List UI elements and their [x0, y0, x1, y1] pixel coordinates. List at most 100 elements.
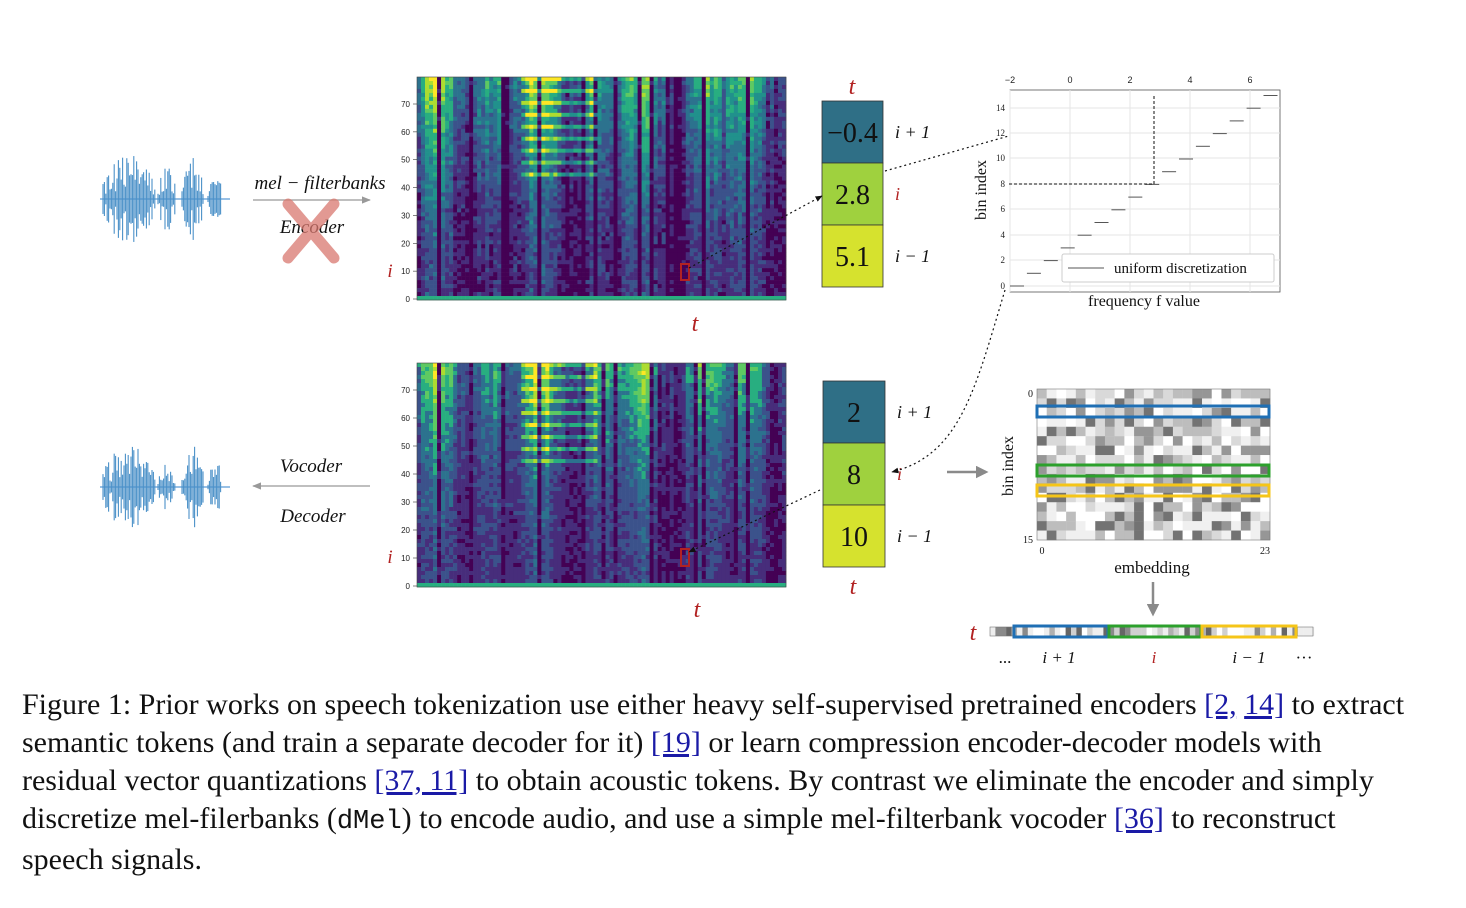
time-label-bottom-column: t — [850, 574, 858, 600]
figure-caption: Figure 1: Prior works on speech tokeniza… — [22, 686, 1422, 879]
token-value: −0.4 — [827, 118, 878, 149]
token-row-label: i − 1 — [895, 246, 930, 266]
embedding-x-tick-0: 0 — [1040, 546, 1045, 557]
highlight-row-i — [1035, 463, 1271, 478]
token-value: 5.1 — [835, 242, 870, 273]
token-value: 2.8 — [835, 180, 870, 211]
token-value: 10 — [840, 522, 868, 553]
waveform-bottom — [100, 446, 230, 528]
embedding-y-axis-label: bin index — [1000, 436, 1017, 496]
y-tick-label: 50 — [401, 442, 410, 451]
dotted-connectors — [688, 94, 1151, 553]
y-tick-label: 0 — [1001, 281, 1006, 291]
embedding-y-tick-0: 0 — [1028, 389, 1033, 400]
token-value: 8 — [847, 460, 861, 491]
y-tick-label: 20 — [401, 526, 410, 535]
waveform-top — [100, 156, 230, 242]
embedding-x-tick-23: 23 — [1260, 546, 1270, 557]
y-tick-label: 10 — [401, 554, 410, 563]
caption-text-6: to reconstruct speech signals. — [22, 802, 1336, 876]
discretization-steps — [1010, 95, 1278, 287]
time-axis-label: t — [692, 311, 700, 337]
embedding-x-axis-label: embedding — [1114, 558, 1190, 577]
token-cell — [822, 442, 886, 506]
y-tick-label: 50 — [401, 156, 410, 165]
y-tick-label: 4 — [1001, 230, 1006, 240]
plot-x-axis-label: frequency f value — [1088, 293, 1200, 310]
vocoder-arrow: Vocoder Decoder — [252, 456, 370, 527]
citation-link-19[interactable]: [19] — [650, 726, 701, 759]
caption-text-4: to obtain acoustic tokens. By contrast w… — [22, 764, 1374, 835]
encoder-arrow: mel − filterbanks Encoder — [253, 173, 386, 264]
caption-text-2: to extract semantic tokens (and train a … — [22, 688, 1405, 759]
y-tick-label: 10 — [401, 267, 410, 276]
token-row-label: i — [897, 464, 902, 484]
discretization-y-ticks: 14 12 10 8 6 4 2 0 — [996, 103, 1006, 291]
y-tick-label: 70 — [401, 100, 410, 109]
token-row-label: i — [895, 184, 900, 204]
discrete-token-column: 2 i + 1 8 i 10 i − 1 — [822, 380, 932, 568]
y-tick-label: 60 — [401, 128, 410, 137]
mel-filterbanks-label: mel − filterbanks — [254, 173, 385, 194]
sequence-ellipsis-right: ··· — [1296, 648, 1313, 667]
citation-link-2-14-b[interactable]: 14] — [1244, 688, 1285, 721]
plot-y-axis-label: bin index — [973, 160, 990, 220]
row-marker-i: i — [387, 547, 392, 568]
continuous-value-column: −0.4 i + 1 2.8 i 5.1 i − 1 — [821, 100, 930, 288]
caption-text-5: ) to encode audio, and use a simple mel-… — [401, 802, 1114, 835]
token-value: 2 — [847, 398, 861, 429]
sequence-ellipsis-left: ... — [999, 648, 1012, 667]
sequence-time-label: t — [970, 620, 978, 646]
caption-text-3: or learn compression encoder-decoder mod… — [22, 726, 1322, 797]
y-tick-label: 60 — [401, 414, 410, 423]
y-tick-label: 6 — [1001, 204, 1006, 214]
highlight-row-i-plus-1 — [1035, 404, 1271, 419]
embedding-matrix-plot: 0 15 0 23 embedding bin index — [1000, 388, 1271, 577]
y-tick-label: 8 — [1001, 179, 1006, 189]
embedding-y-tick-15: 15 — [1023, 535, 1033, 546]
y-tick-label: 40 — [401, 470, 410, 479]
decoder-label: Decoder — [279, 506, 346, 527]
highlight-row-i-minus-1 — [1035, 483, 1271, 498]
citation-link-37-11[interactable]: [37, 11] — [374, 764, 469, 797]
spectrogram-bottom-y-ticks: 70 60 50 40 30 20 10 0 — [401, 386, 417, 591]
selected-cell-marker — [680, 263, 690, 281]
spectrogram-top-y-ticks: 70 60 50 40 30 20 10 0 — [401, 100, 417, 304]
time-axis-label: t — [694, 597, 702, 623]
discretization-x-ticks: −2 0 2 4 6 — [1005, 75, 1253, 85]
time-label-top-column: t — [849, 74, 857, 100]
mapping-guide-line — [1009, 96, 1155, 185]
token-cell — [822, 380, 886, 444]
plot-legend-box — [1061, 253, 1275, 283]
figure-diagram: mel − filterbanks Encoder Vocoder Decode… — [100, 74, 1315, 667]
mel-spectrogram-bottom: 70 60 50 40 30 20 10 0 i t — [387, 362, 787, 623]
y-tick-label: 30 — [401, 498, 410, 507]
citation-link-2-14-a[interactable]: [2, — [1204, 688, 1237, 721]
y-tick-label: 10 — [996, 153, 1006, 163]
sequence-label-i-minus-1: i − 1 — [1232, 648, 1265, 667]
caption-code-dmel: dMel — [336, 807, 402, 837]
y-tick-label: 2 — [1001, 255, 1006, 265]
token-cell — [822, 504, 886, 568]
x-tick-label: 0 — [1067, 75, 1072, 85]
x-tick-label: 2 — [1127, 75, 1132, 85]
x-tick-label: −2 — [1005, 75, 1015, 85]
selected-cell-marker — [680, 548, 690, 567]
vocoder-label: Vocoder — [280, 456, 343, 477]
y-tick-label: 30 — [401, 211, 410, 220]
y-tick-label: 0 — [406, 582, 411, 591]
sequence-label-i-plus-1: i + 1 — [1042, 648, 1075, 667]
token-row-label: i + 1 — [895, 122, 930, 142]
cross-mark-icon — [282, 198, 340, 264]
sequence-segment-i-minus-1 — [1200, 624, 1298, 639]
row-marker-i: i — [387, 261, 392, 282]
y-tick-label: 70 — [401, 386, 410, 395]
gray-arrows — [947, 465, 1160, 617]
token-sequence-row: t ... i + 1 i i − 1 ··· — [970, 620, 1315, 667]
token-row-label: i − 1 — [897, 526, 932, 546]
citation-link-36[interactable]: [36] — [1113, 802, 1164, 835]
caption-text-1: Figure 1: Prior works on speech tokeniza… — [22, 688, 1205, 721]
y-tick-label: 14 — [996, 103, 1006, 113]
y-tick-label: 40 — [401, 184, 410, 193]
x-tick-label: 6 — [1247, 75, 1252, 85]
